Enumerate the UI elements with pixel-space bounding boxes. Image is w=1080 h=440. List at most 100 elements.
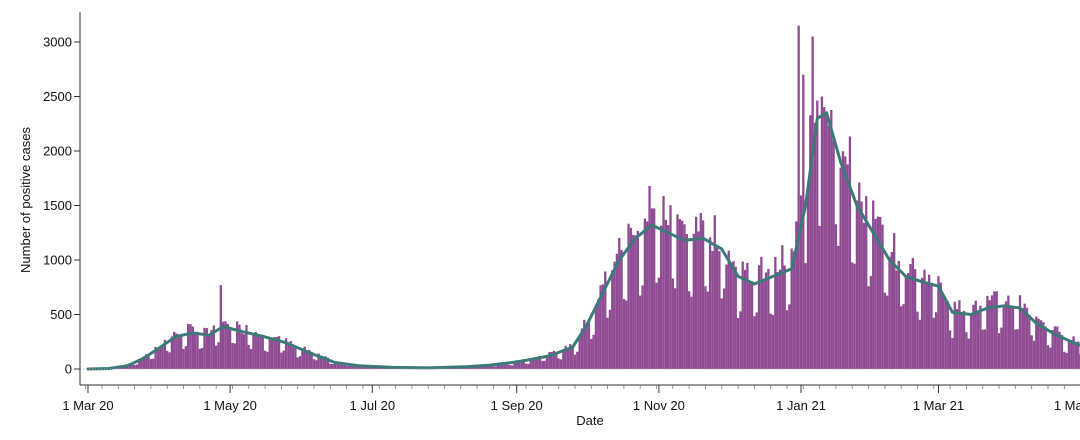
daily-bar — [517, 360, 521, 369]
daily-bar — [215, 345, 218, 369]
daily-bar — [378, 367, 381, 369]
bar-series — [89, 25, 1080, 370]
daily-bar — [180, 334, 183, 369]
daily-bar — [1004, 301, 1008, 369]
daily-bar — [832, 140, 835, 369]
daily-bar — [310, 351, 313, 369]
daily-bar — [1037, 318, 1040, 369]
daily-bar — [224, 321, 227, 369]
x-axis: 1 Mar 20 1 May 20 1 Jul 20 1 Sep 20 1 Nov 20… — [62, 384, 1080, 413]
daily-bar — [1070, 340, 1073, 369]
daily-bar — [720, 298, 723, 369]
daily-bar — [1056, 326, 1059, 369]
daily-bar — [629, 227, 633, 369]
y-tick-label: 0 — [65, 362, 72, 377]
daily-bar — [599, 285, 602, 369]
daily-bar — [641, 285, 644, 369]
daily-bar — [221, 321, 225, 369]
daily-bar — [746, 262, 749, 369]
daily-bar — [319, 355, 323, 369]
daily-bar — [527, 363, 530, 369]
daily-bar — [175, 333, 178, 369]
daily-bar — [706, 291, 709, 369]
daily-bar — [618, 237, 621, 369]
daily-bar — [548, 352, 551, 369]
daily-bar — [298, 356, 302, 369]
daily-bar — [848, 136, 852, 369]
daily-bar — [767, 269, 770, 369]
daily-bar — [883, 292, 887, 369]
daily-bar — [515, 361, 518, 369]
daily-bar — [571, 347, 574, 369]
daily-bar — [722, 288, 726, 369]
daily-bar — [1042, 322, 1045, 369]
daily-bar — [289, 341, 292, 369]
daily-bar — [620, 249, 623, 369]
daily-bar — [259, 334, 262, 369]
daily-bar — [804, 263, 807, 369]
daily-bar — [240, 333, 243, 369]
daily-bar — [946, 301, 949, 369]
daily-bar — [997, 333, 1001, 369]
daily-bar — [788, 304, 791, 369]
daily-bar — [350, 364, 353, 369]
daily-bar — [166, 350, 169, 369]
daily-bar — [1018, 295, 1022, 369]
daily-bar — [520, 360, 523, 369]
daily-bar — [846, 164, 849, 369]
daily-bar — [228, 329, 232, 369]
daily-bar — [939, 282, 942, 369]
daily-bar — [697, 231, 700, 369]
daily-bar — [296, 357, 299, 369]
daily-bar — [797, 25, 800, 370]
daily-bar — [606, 317, 609, 369]
daily-bar — [974, 300, 977, 369]
daily-bar — [646, 221, 649, 369]
daily-bar — [909, 264, 912, 369]
daily-bar — [357, 365, 360, 369]
daily-bar — [608, 309, 612, 369]
daily-bar — [131, 363, 134, 369]
daily-bar — [781, 245, 784, 369]
daily-bar — [625, 300, 628, 369]
daily-bar — [816, 100, 819, 369]
daily-bar — [233, 343, 236, 369]
daily-bar — [189, 324, 192, 369]
daily-bar — [655, 282, 658, 369]
daily-bar — [294, 346, 297, 369]
daily-bar — [750, 281, 754, 369]
daily-bar — [690, 296, 693, 369]
daily-bar — [159, 347, 162, 369]
daily-bar — [639, 295, 642, 369]
daily-bar — [715, 246, 719, 369]
daily-bar — [669, 205, 672, 369]
daily-bar — [345, 365, 348, 369]
daily-bar — [531, 359, 535, 369]
daily-bar — [1028, 314, 1031, 369]
daily-bar — [611, 270, 614, 369]
daily-bar — [632, 234, 635, 369]
daily-bar — [839, 167, 842, 369]
daily-bar — [268, 337, 271, 369]
daily-bar — [678, 219, 681, 369]
y-tick-label: 2500 — [43, 89, 72, 104]
daily-bar — [1000, 327, 1003, 369]
daily-bar — [156, 348, 160, 369]
daily-bar — [792, 251, 796, 369]
daily-bar — [1044, 326, 1047, 369]
daily-bar — [681, 220, 684, 369]
daily-bar — [543, 360, 546, 369]
daily-bar — [685, 233, 688, 369]
daily-bar — [273, 337, 276, 369]
daily-bar — [643, 218, 647, 369]
daily-bar — [965, 332, 968, 369]
daily-bar — [252, 334, 255, 369]
daily-bar — [187, 324, 190, 369]
daily-bar — [694, 216, 698, 369]
daily-bar — [580, 328, 584, 369]
daily-bar — [918, 319, 921, 369]
daily-bar — [506, 361, 509, 369]
daily-bar — [585, 324, 588, 369]
daily-bar — [205, 328, 208, 369]
daily-bar — [743, 269, 747, 369]
